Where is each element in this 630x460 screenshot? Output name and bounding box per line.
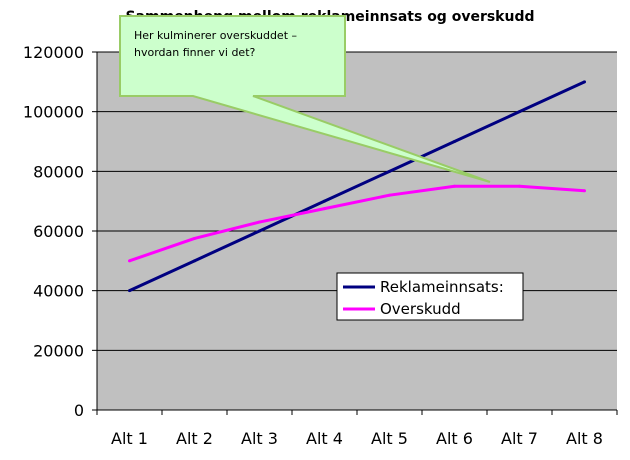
series-1-point-5 bbox=[388, 169, 391, 173]
series-2-point-1 bbox=[128, 259, 131, 263]
legend-label-overskudd: Overskudd bbox=[380, 300, 461, 318]
x-tick-labels: Alt 1 Alt 2 Alt 3 Alt 4 Alt 5 Alt 6 Alt 7 Alt 8 bbox=[111, 429, 603, 448]
x-tick-label-5: Alt 5 bbox=[371, 429, 408, 448]
series-1-point-7 bbox=[518, 110, 521, 114]
series-1-point-2 bbox=[193, 259, 196, 263]
y-tick-label-40000: 40000 bbox=[33, 282, 84, 301]
axes bbox=[96, 52, 617, 411]
x-tick-label-1: Alt 1 bbox=[111, 429, 148, 448]
y-tick-label-20000: 20000 bbox=[33, 341, 84, 360]
series-2-point-3 bbox=[258, 220, 261, 224]
series-2-point-7 bbox=[518, 184, 521, 188]
series-line-1 bbox=[128, 80, 586, 293]
y-tick-label-80000: 80000 bbox=[33, 162, 84, 181]
series-2-point-6 bbox=[453, 184, 456, 188]
annotation-callout: Her kulminerer overskuddet – hvordan fin… bbox=[119, 15, 491, 183]
series-2-point-5 bbox=[388, 193, 391, 197]
callout-text-line1: Her kulminerer overskuddet – bbox=[134, 29, 297, 42]
legend: Reklameinnsats: Overskudd bbox=[336, 272, 524, 321]
series-2-point-2 bbox=[193, 236, 196, 240]
legend-box bbox=[336, 272, 524, 321]
callout-text-line2: hvordan finner vi det? bbox=[134, 46, 256, 59]
x-tick-label-8: Alt 8 bbox=[566, 429, 603, 448]
y-tick-labels: 0 20000 40000 60000 80000 100000 120000 bbox=[23, 43, 84, 420]
callout-bubble bbox=[119, 15, 491, 183]
x-tick-label-6: Alt 6 bbox=[436, 429, 473, 448]
series-lines bbox=[128, 80, 586, 293]
series-1-point-1 bbox=[128, 289, 131, 293]
series-1-point-3 bbox=[258, 229, 261, 233]
series-2-point-4 bbox=[323, 207, 326, 211]
y-tick-label-0: 0 bbox=[74, 401, 84, 420]
x-tick-label-4: Alt 4 bbox=[306, 429, 343, 448]
series-line-2 bbox=[129, 184, 585, 263]
grid-lines bbox=[92, 51, 618, 415]
series-1-point-6 bbox=[453, 140, 456, 143]
x-tick-label-3: Alt 3 bbox=[241, 429, 278, 448]
series-1-point-4 bbox=[323, 199, 326, 203]
x-tick-label-7: Alt 7 bbox=[501, 429, 538, 448]
y-tick-label-100000: 100000 bbox=[23, 103, 84, 122]
series-2-point-8 bbox=[583, 189, 586, 193]
y-tick-label-120000: 120000 bbox=[23, 43, 84, 62]
series-1-point-8 bbox=[583, 80, 586, 84]
x-tick-label-2: Alt 2 bbox=[176, 429, 213, 448]
y-tick-label-60000: 60000 bbox=[33, 222, 84, 241]
legend-label-reklameinnsats: Reklameinnsats: bbox=[380, 278, 504, 296]
